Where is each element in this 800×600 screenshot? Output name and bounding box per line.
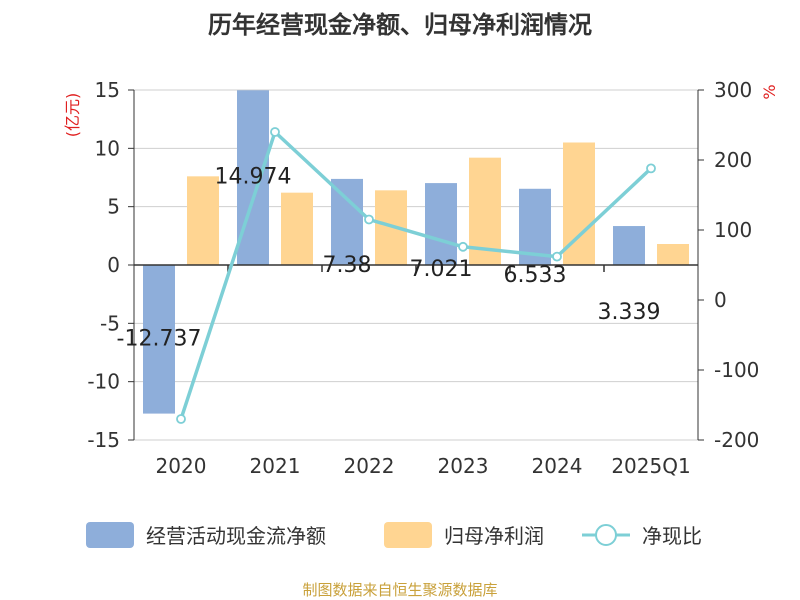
- bar-data-label: 6.533: [504, 263, 567, 288]
- right-axis-tick-label: -200: [714, 428, 759, 452]
- right-axis-tick-label: 300: [714, 78, 752, 102]
- category-label: 2024: [532, 454, 583, 478]
- right-axis-tick-label: 100: [714, 218, 752, 242]
- source-note: 制图数据来自恒生聚源数据库: [302, 581, 497, 599]
- legend-swatch-net-profit: [384, 522, 432, 548]
- bar-data-label: 7.021: [410, 257, 473, 282]
- right-axis-tick-label: -100: [714, 358, 759, 382]
- legend-label-net-cash-ratio: 净现比: [642, 524, 702, 548]
- line-point: [458, 241, 468, 252]
- right-axis-unit-label: %: [760, 84, 779, 99]
- left-axis-tick-label: 10: [95, 136, 120, 160]
- legend-marker-net-cash-ratio: [595, 524, 617, 546]
- legend-label-net-profit: 归母净利润: [444, 524, 544, 548]
- left-axis-tick-label: -10: [87, 370, 120, 394]
- line-point: [646, 163, 656, 174]
- bar-cashflow: [425, 183, 457, 265]
- category-label: 2021: [250, 454, 301, 478]
- category-label: 2020: [156, 454, 207, 478]
- category-label: 2025Q1: [611, 454, 690, 478]
- legend-swatch-cashflow: [86, 522, 134, 548]
- left-axis-tick-label: 0: [107, 253, 120, 277]
- left-axis-tick-label: -15: [87, 428, 120, 452]
- left-axis-tick-label: 5: [107, 195, 120, 219]
- line-point: [270, 127, 280, 137]
- bar-data-label: 7.38: [323, 253, 372, 278]
- bar-data-label: 14.974: [215, 164, 292, 189]
- line-point: [552, 251, 562, 262]
- line-net-cash-ratio: [179, 130, 653, 420]
- bar-cashflow: [143, 265, 175, 414]
- category-label: 2023: [438, 454, 489, 478]
- chart-title: 历年经营现金净额、归母净利润情况: [208, 11, 592, 39]
- bar-cashflow: [613, 226, 645, 265]
- bar-cashflow: [331, 178, 363, 265]
- left-axis-tick-label: -5: [100, 311, 120, 335]
- right-axis-tick-label: 0: [714, 288, 727, 312]
- bar-data-label: 3.339: [598, 300, 661, 325]
- legend-label-cashflow: 经营活动现金流净额: [146, 524, 326, 548]
- bar-net-profit: [187, 176, 219, 265]
- bar-net-profit: [281, 192, 313, 265]
- right-axis-tick-label: 200: [714, 148, 752, 172]
- line-point: [364, 214, 374, 225]
- left-axis-tick-label: 15: [95, 78, 120, 102]
- line-point: [176, 414, 186, 424]
- bar-data-label: -12.737: [117, 327, 202, 352]
- left-axis-unit-label: (亿元): [63, 93, 82, 138]
- category-label: 2022: [344, 454, 395, 478]
- bar-net-profit: [657, 244, 689, 265]
